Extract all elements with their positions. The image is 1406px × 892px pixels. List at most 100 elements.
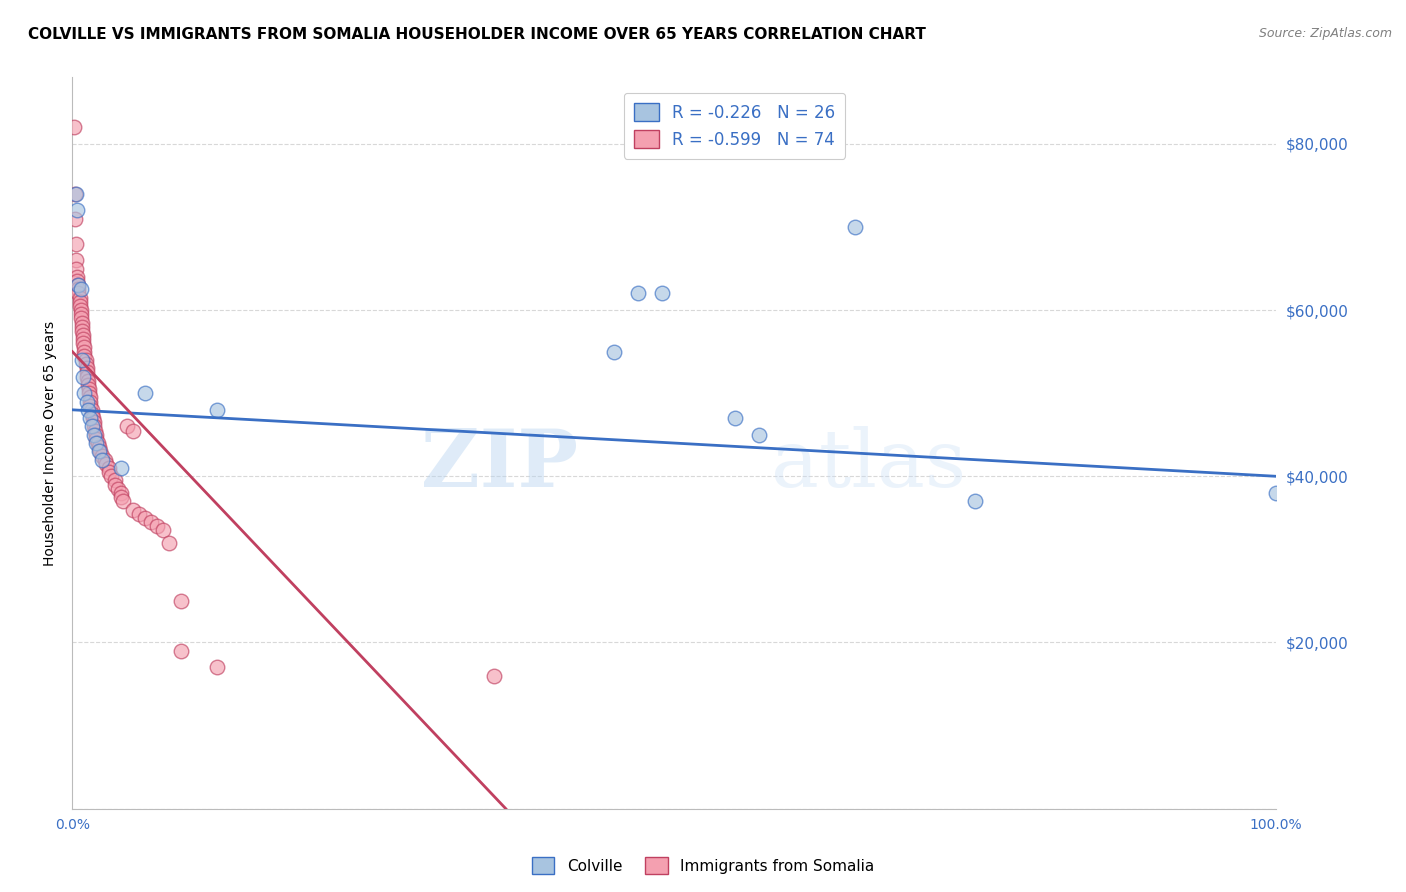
- Point: [72, 336, 94, 351]
- Point: [72, 328, 94, 343]
- Point: [76, 366, 98, 380]
- Point: [103, 474, 125, 488]
- Point: [65, 261, 87, 276]
- Text: atlas: atlas: [770, 426, 966, 504]
- Point: [87, 440, 110, 454]
- Point: [110, 486, 132, 500]
- Point: [65, 236, 87, 251]
- Point: [87, 444, 110, 458]
- Point: [170, 644, 193, 658]
- Point: [723, 411, 745, 425]
- Point: [77, 374, 100, 388]
- Point: [69, 282, 91, 296]
- Point: [139, 515, 162, 529]
- Point: [89, 444, 111, 458]
- Point: [66, 269, 89, 284]
- Point: [67, 286, 90, 301]
- Point: [91, 449, 114, 463]
- Point: [134, 511, 156, 525]
- Point: [77, 377, 100, 392]
- Point: [73, 341, 96, 355]
- Point: [62, 120, 84, 135]
- Point: [77, 382, 100, 396]
- Point: [152, 524, 174, 538]
- Point: [205, 660, 228, 674]
- Point: [69, 299, 91, 313]
- Text: ZIP: ZIP: [420, 426, 578, 504]
- Point: [79, 411, 101, 425]
- Point: [67, 278, 90, 293]
- Point: [75, 353, 97, 368]
- Point: [145, 519, 167, 533]
- Point: [965, 494, 987, 508]
- Legend: R = -0.226   N = 26, R = -0.599   N = 74: R = -0.226 N = 26, R = -0.599 N = 74: [624, 93, 845, 159]
- Point: [73, 349, 96, 363]
- Point: [69, 291, 91, 305]
- Point: [72, 369, 94, 384]
- Point: [70, 316, 93, 330]
- Point: [603, 344, 626, 359]
- Point: [67, 282, 90, 296]
- Point: [63, 211, 86, 226]
- Point: [65, 186, 87, 201]
- Point: [79, 399, 101, 413]
- Point: [86, 427, 108, 442]
- Point: [69, 294, 91, 309]
- Point: [65, 253, 87, 268]
- Point: [83, 415, 105, 429]
- Point: [70, 324, 93, 338]
- Point: [748, 427, 770, 442]
- Point: [97, 461, 120, 475]
- Point: [121, 502, 143, 516]
- Point: [115, 419, 138, 434]
- Point: [77, 402, 100, 417]
- Point: [76, 369, 98, 384]
- Point: [97, 465, 120, 479]
- Point: [86, 436, 108, 450]
- Point: [103, 477, 125, 491]
- Point: [651, 286, 673, 301]
- Point: [1265, 486, 1288, 500]
- Point: [107, 482, 129, 496]
- Point: [80, 402, 103, 417]
- Point: [83, 427, 105, 442]
- Point: [205, 402, 228, 417]
- Point: [75, 357, 97, 371]
- Y-axis label: Householder Income Over 65 years: Householder Income Over 65 years: [44, 320, 58, 566]
- Text: COLVILLE VS IMMIGRANTS FROM SOMALIA HOUSEHOLDER INCOME OVER 65 YEARS CORRELATION: COLVILLE VS IMMIGRANTS FROM SOMALIA HOUS…: [28, 27, 927, 42]
- Point: [80, 407, 103, 421]
- Point: [157, 535, 180, 549]
- Point: [83, 419, 105, 434]
- Legend: Colville, Immigrants from Somalia: Colville, Immigrants from Somalia: [526, 851, 880, 880]
- Point: [844, 219, 866, 234]
- Point: [69, 311, 91, 326]
- Point: [73, 344, 96, 359]
- Point: [134, 386, 156, 401]
- Point: [627, 286, 650, 301]
- Point: [482, 669, 505, 683]
- Point: [86, 432, 108, 446]
- Point: [79, 394, 101, 409]
- Point: [170, 594, 193, 608]
- Point: [69, 303, 91, 318]
- Point: [73, 386, 96, 401]
- Point: [94, 452, 117, 467]
- Point: [66, 203, 89, 218]
- Point: [111, 494, 134, 508]
- Point: [63, 186, 86, 201]
- Point: [110, 461, 132, 475]
- Point: [77, 386, 100, 401]
- Point: [110, 490, 132, 504]
- Point: [121, 424, 143, 438]
- Point: [66, 274, 89, 288]
- Point: [76, 394, 98, 409]
- Point: [72, 332, 94, 346]
- Point: [82, 411, 104, 425]
- Point: [67, 278, 90, 293]
- Point: [70, 319, 93, 334]
- Point: [84, 424, 107, 438]
- Point: [128, 507, 150, 521]
- Point: [76, 361, 98, 376]
- Point: [94, 457, 117, 471]
- Point: [70, 353, 93, 368]
